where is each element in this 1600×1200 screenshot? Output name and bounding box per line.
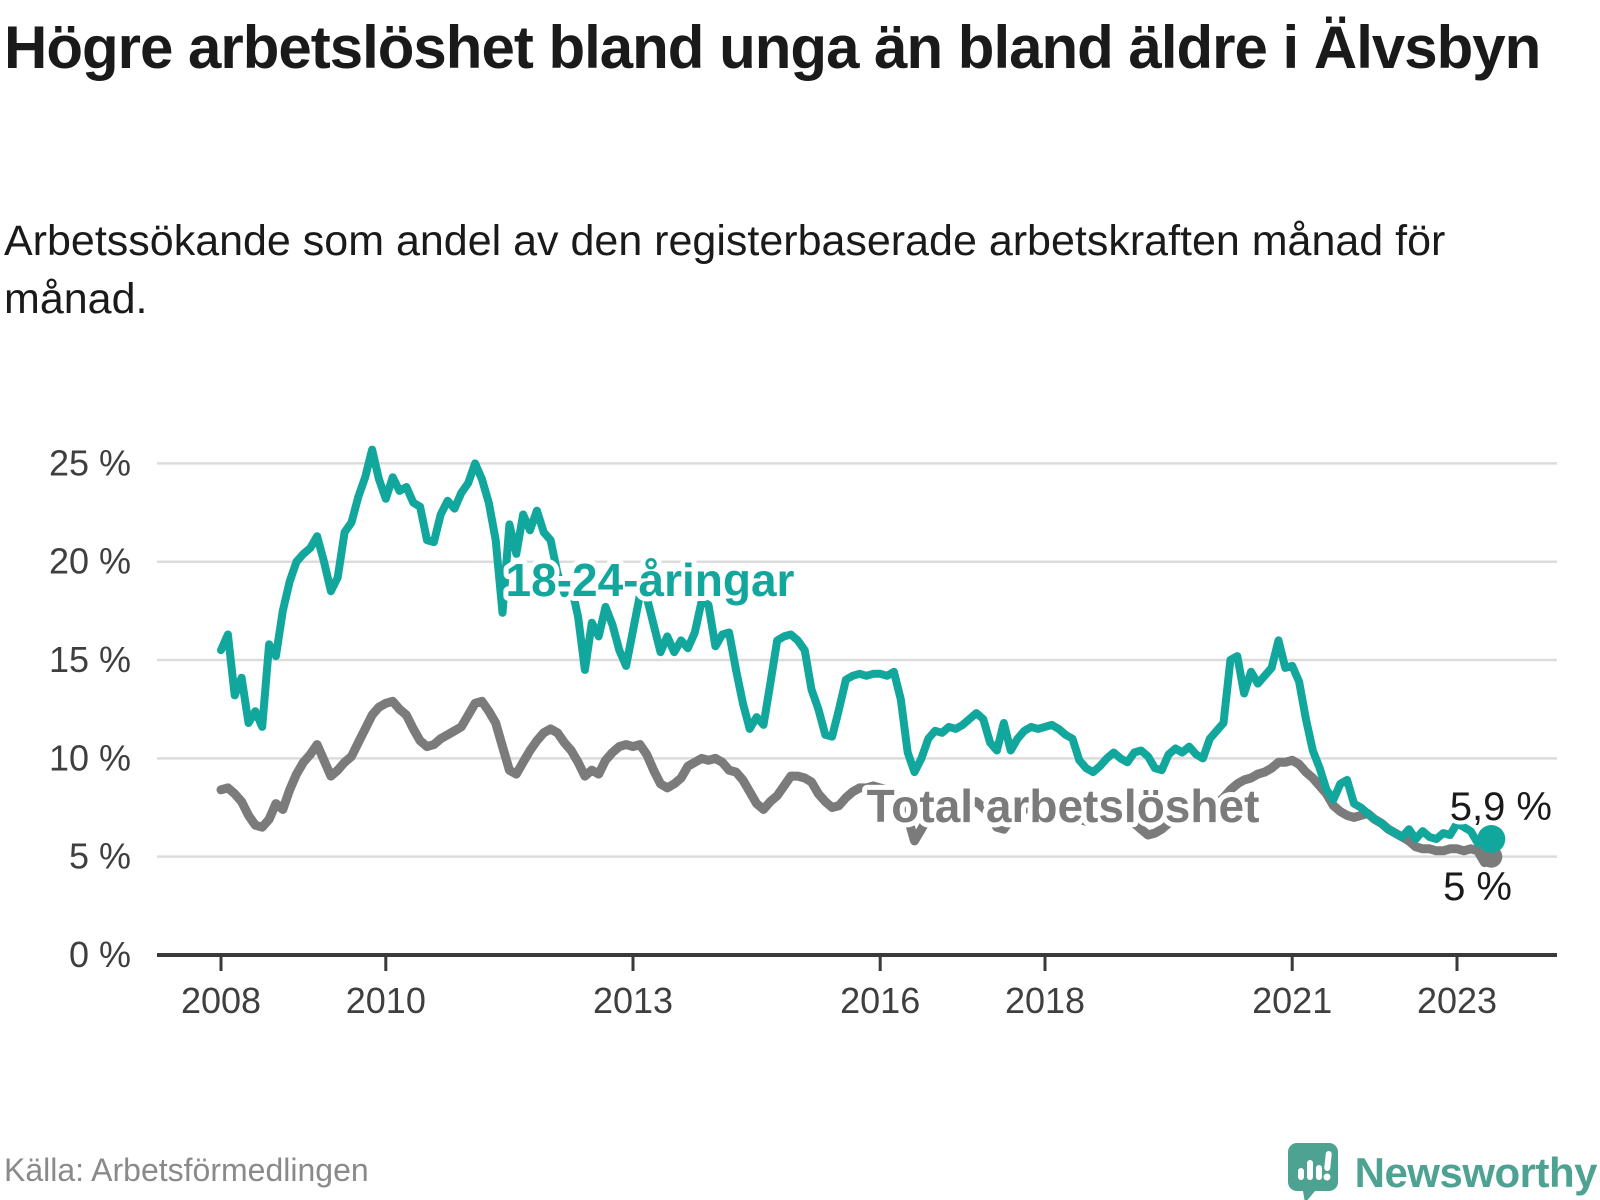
y-tick-label: 0 %	[69, 934, 131, 975]
y-tick-label: 20 %	[49, 541, 131, 582]
source-note: Källa: Arbetsförmedlingen	[4, 1152, 369, 1188]
series-line-1	[217, 445, 1496, 847]
y-tick-label: 5 %	[69, 836, 131, 877]
y-tick-label: 10 %	[49, 737, 131, 778]
end-value-youth: 5,9 %	[1450, 785, 1552, 829]
exclamation-dot	[1323, 1173, 1331, 1181]
series-label-total: Total arbetslöshet	[867, 780, 1260, 832]
bar-2	[1306, 1160, 1313, 1180]
x-tick-label: 2021	[1252, 980, 1332, 1021]
page-title: Högre arbetslöshet bland unga än bland ä…	[4, 14, 1541, 81]
series-line-0	[216, 696, 1496, 868]
brand-name: Newsworthy	[1354, 1149, 1598, 1196]
x-tick-label: 2016	[840, 980, 920, 1021]
exclamation-stem	[1323, 1151, 1332, 1171]
x-tick-label: 2013	[593, 980, 673, 1021]
bar-3	[1315, 1165, 1322, 1180]
series-end-dots	[1477, 825, 1506, 868]
newsworthy-brand: Newsworthy	[1287, 1142, 1598, 1200]
x-tick-label: 2008	[181, 980, 261, 1021]
x-tick-label: 2010	[346, 980, 426, 1021]
y-axis-labels: 25 % 20 % 15 % 10 % 5 % 0 %	[49, 442, 131, 975]
gridlines	[157, 462, 1557, 858]
page-subtitle: Arbetssökande som andel av den registerb…	[4, 217, 1446, 323]
x-axis-ticks: 2008 2010 2013 2016 2018 2021 2023	[181, 957, 1497, 1021]
bar-1	[1297, 1168, 1304, 1180]
y-tick-label: 15 %	[49, 639, 131, 680]
end-value-total: 5 %	[1443, 865, 1512, 909]
x-tick-label: 2023	[1417, 980, 1497, 1021]
series-label-youth: 18-24-åringar	[506, 554, 795, 606]
newsworthy-logo-icon	[1287, 1143, 1338, 1200]
series-end-dot-1	[1477, 825, 1506, 853]
y-tick-label: 25 %	[49, 442, 131, 483]
series-lines	[216, 445, 1496, 868]
x-tick-label: 2018	[1005, 980, 1085, 1021]
